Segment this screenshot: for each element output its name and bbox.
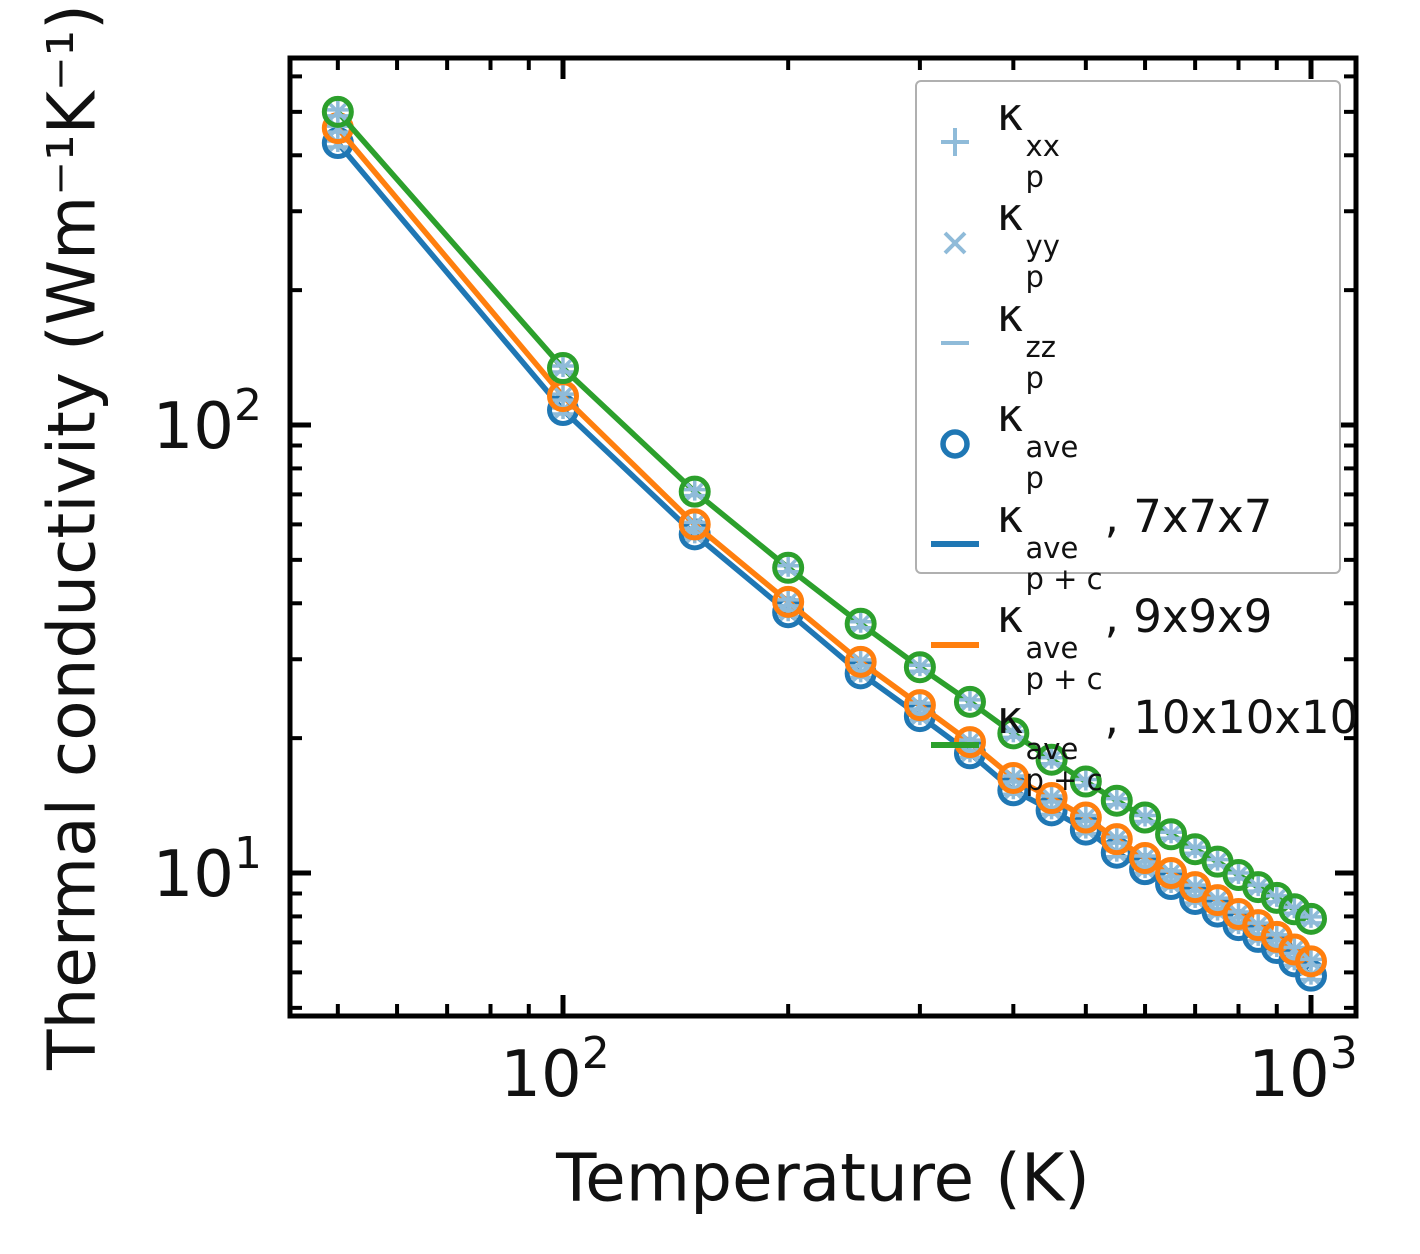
series-9x9x9 bbox=[321, 112, 1327, 978]
kp-yy-marker bbox=[1185, 839, 1205, 859]
kp-ave-marker bbox=[1129, 842, 1162, 875]
legend-item-2: κ zz p bbox=[917, 293, 1339, 393]
kp-ave-marker bbox=[1069, 801, 1102, 834]
kp-ave-marker bbox=[1035, 743, 1068, 776]
kp-ave-marker bbox=[1100, 784, 1133, 817]
kp-yy-marker bbox=[1135, 808, 1155, 827]
legend-item-5: κ ave p + c, 9x9x9 bbox=[917, 594, 1339, 694]
kp-yy-marker bbox=[1004, 768, 1023, 788]
kp-ave-marker bbox=[903, 651, 936, 684]
cross-legend-marker bbox=[943, 231, 967, 255]
kp-yy-marker bbox=[1248, 877, 1268, 897]
kp-ave-marker bbox=[1278, 893, 1311, 926]
kp-yy-marker bbox=[1229, 904, 1248, 924]
legend-item-3: κ ave p bbox=[917, 393, 1339, 493]
line-legend-marker bbox=[931, 641, 979, 648]
kp-yy-marker bbox=[960, 692, 980, 712]
kp-yy-marker bbox=[1107, 829, 1127, 849]
kp-ave-marker bbox=[1155, 818, 1188, 851]
x-axis-label: Temperature (K) bbox=[556, 1139, 1090, 1217]
kp-yy-marker bbox=[778, 592, 798, 612]
kp-ave-marker bbox=[1100, 823, 1133, 856]
kp-yy-marker bbox=[553, 358, 573, 378]
kp-ave-marker bbox=[1155, 857, 1188, 889]
kp-yy-marker bbox=[1285, 940, 1304, 959]
kp-yy-marker bbox=[1301, 909, 1321, 929]
kp-yy-marker bbox=[1107, 791, 1127, 810]
kp-yy-marker bbox=[1185, 877, 1205, 897]
kp-yy-marker bbox=[1267, 888, 1287, 908]
legend-label: κ zz p bbox=[997, 288, 1056, 395]
x-tick-label: 103 bbox=[1248, 1028, 1357, 1112]
kp-ave-marker bbox=[903, 689, 936, 722]
kp-ave-marker bbox=[997, 761, 1030, 794]
kp-yy-marker bbox=[1267, 927, 1287, 947]
legend-label: κ xx p bbox=[997, 88, 1060, 194]
line-legend-marker bbox=[931, 742, 979, 749]
legend-box: κ xx p κ yy p κ zz p κ ave p κ ave p + c, 7x7x7 κ ave p +… bbox=[915, 80, 1358, 795]
series-10x10x10 bbox=[321, 95, 1327, 935]
y-axis-label: Thermal conductivity (Wm⁻¹K⁻¹) bbox=[33, 4, 111, 1070]
kp-ave-marker bbox=[844, 645, 877, 678]
kp-yy-marker bbox=[1229, 865, 1248, 885]
kp-ave-marker bbox=[997, 717, 1030, 750]
kp-ave-marker bbox=[547, 352, 579, 385]
kp-yy-marker bbox=[1004, 724, 1023, 743]
kp-yy-marker bbox=[910, 657, 930, 677]
kp-yy-marker bbox=[328, 102, 348, 122]
legend-item-4: κ ave p + c, 7x7x7 bbox=[917, 494, 1339, 594]
kp-yy-marker bbox=[553, 386, 573, 406]
kp-yy-marker bbox=[1076, 772, 1096, 791]
kp-ave-marker bbox=[953, 685, 986, 718]
kp-ave-marker bbox=[678, 475, 711, 508]
kp-ave-marker bbox=[678, 508, 711, 541]
hline-legend-marker bbox=[941, 341, 969, 346]
kp-yy-marker bbox=[685, 482, 704, 501]
kp-ave-marker bbox=[772, 551, 805, 584]
kp-yy-marker bbox=[1042, 788, 1061, 808]
kp-yy-marker bbox=[1161, 863, 1181, 883]
kp-yy-marker bbox=[1208, 890, 1227, 910]
legend-item-0: κ xx p bbox=[917, 92, 1339, 192]
y-tick-label: 102 bbox=[153, 380, 262, 464]
kp-ave-marker bbox=[1129, 801, 1162, 834]
legend-item-6: κ ave p + c, 10x10x10 bbox=[917, 695, 1358, 795]
kp-yy-marker bbox=[851, 614, 870, 634]
kp-ave-marker bbox=[1295, 945, 1327, 978]
kp-yy-marker bbox=[1301, 952, 1321, 971]
y-tick-label: 101 bbox=[153, 828, 262, 912]
kp-ave-marker bbox=[1035, 782, 1068, 815]
legend-label: κ yy p bbox=[997, 188, 1060, 295]
tick-labels: 102 103 102 101 bbox=[153, 380, 1358, 1112]
line-legend-marker bbox=[931, 541, 979, 548]
plus-legend-marker bbox=[941, 128, 969, 157]
legend-label: κ ave p + c, 10x10x10 bbox=[997, 690, 1359, 797]
kp-ave-marker bbox=[772, 585, 805, 618]
legend-item-1: κ yy p bbox=[917, 192, 1339, 292]
kp-ave-marker bbox=[1295, 902, 1327, 935]
kp-yy-marker bbox=[1208, 852, 1227, 871]
legend-label: κ ave p + c, 7x7x7 bbox=[997, 489, 1273, 596]
kp-yy-marker bbox=[910, 695, 930, 715]
legend-label: κ ave p + c, 9x9x9 bbox=[997, 590, 1273, 697]
kp-yy-marker bbox=[685, 515, 704, 534]
kp-yy-marker bbox=[1135, 848, 1155, 868]
legend-label: κ ave p bbox=[997, 389, 1079, 496]
kp-yy-marker bbox=[1248, 915, 1268, 935]
kp-yy-marker bbox=[778, 558, 798, 578]
kp-ave-marker bbox=[1069, 765, 1102, 798]
kp-ave-marker bbox=[321, 95, 354, 128]
kp-yy-marker bbox=[1076, 808, 1096, 827]
circle-legend-marker bbox=[940, 428, 970, 459]
kp-yy-marker bbox=[851, 652, 870, 672]
kp-ave-marker bbox=[844, 607, 877, 640]
plot-frame bbox=[287, 55, 1359, 1019]
x-tick-label: 102 bbox=[500, 1028, 609, 1112]
kp-yy-marker bbox=[1161, 825, 1181, 844]
kp-yy-marker bbox=[1285, 900, 1304, 919]
kp-yy-marker bbox=[1042, 750, 1061, 769]
